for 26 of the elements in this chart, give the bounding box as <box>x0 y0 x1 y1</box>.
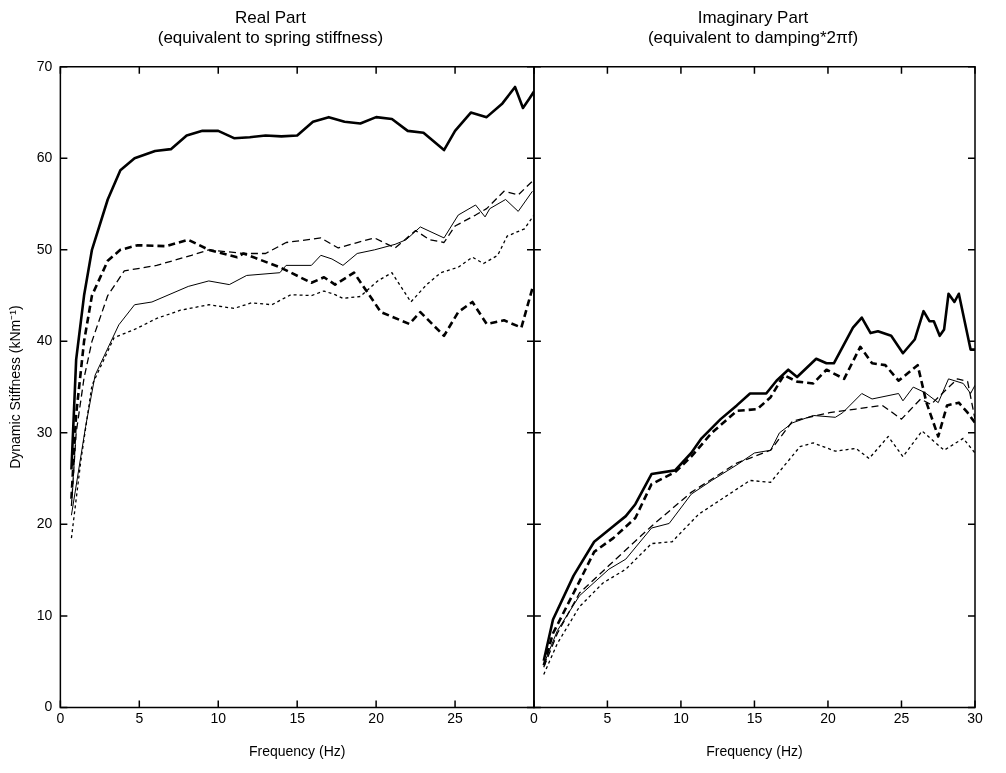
chart-title: Real Part (equivalent to spring stiffness) <box>157 7 384 48</box>
x-tick-label: 10 <box>210 709 227 726</box>
chart-title: Imaginary Part (equivalent to damping*2πf) <box>648 7 859 48</box>
y-tick-label: 50 <box>36 240 53 257</box>
x-tick-label: 30 <box>967 709 984 726</box>
x-tick-label: 25 <box>447 709 464 726</box>
y-tick-label: 20 <box>36 515 53 532</box>
x-tick-label: 15 <box>746 709 763 726</box>
x-tick-label: 5 <box>603 709 612 726</box>
y-tick-label: 40 <box>36 332 53 349</box>
y-tick-label: 60 <box>36 149 53 166</box>
y-tick-label: 30 <box>36 423 53 440</box>
x-tick-label: 25 <box>893 709 910 726</box>
x-tick-label: 15 <box>289 709 306 726</box>
x-axis-title: Frequency (Hz) <box>248 743 346 760</box>
x-tick-label: 20 <box>820 709 837 726</box>
y-tick-label: 70 <box>36 57 53 74</box>
x-axis-title: Frequency (Hz) <box>706 743 803 760</box>
y-tick-label: 10 <box>36 606 53 623</box>
y-tick-label: 0 <box>44 698 53 715</box>
x-tick-label: 0 <box>530 709 539 726</box>
x-tick-label: 10 <box>673 709 690 726</box>
x-tick-label: 0 <box>56 709 65 726</box>
y-axis-title: Dynamic Stiffness (kNm⁻¹) <box>7 305 24 469</box>
x-tick-label: 5 <box>135 709 144 726</box>
x-tick-label: 20 <box>368 709 385 726</box>
